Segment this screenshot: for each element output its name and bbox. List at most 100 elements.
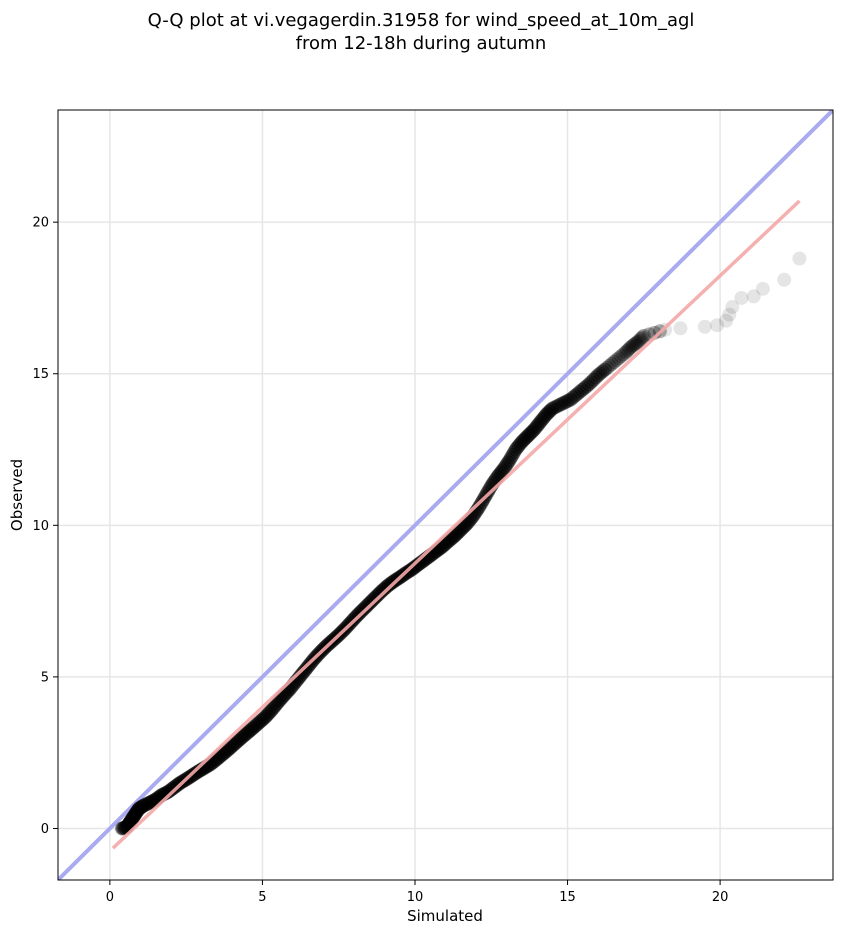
data-point-fill: [253, 713, 268, 728]
data-point: [722, 307, 737, 322]
data-point: [697, 319, 712, 334]
data-point-fill: [626, 338, 641, 353]
data-point-fill: [499, 457, 514, 472]
data-point-fill: [525, 424, 540, 439]
data-point: [755, 281, 770, 296]
data-point-fill: [530, 419, 545, 434]
data-point-fill: [141, 796, 156, 811]
data-point-fill: [261, 706, 276, 721]
data-point-fill: [517, 431, 532, 446]
x-tick-label-1: 5: [258, 890, 266, 905]
data-point: [533, 415, 548, 430]
data-point-fill: [357, 601, 372, 616]
data-point-fill: [494, 464, 509, 479]
data-point: [710, 318, 725, 333]
y-tick-label-3: 15: [32, 367, 49, 382]
grid: [58, 110, 833, 880]
data-point: [618, 345, 633, 360]
data-point-fill: [243, 723, 258, 738]
data-point-fill: [256, 711, 271, 726]
data-point-fill: [481, 484, 496, 499]
data-point: [142, 795, 157, 810]
data-point-fill: [450, 525, 465, 540]
data-point-fill: [584, 375, 599, 390]
data-point-fill: [117, 820, 132, 835]
data-point: [221, 742, 236, 757]
data-point-fill: [443, 532, 458, 547]
data-point-fill: [542, 404, 557, 419]
data-point: [191, 764, 206, 779]
data-point-fill: [595, 364, 610, 379]
data-point-fill: [220, 743, 235, 758]
data-point-fill: [237, 728, 252, 743]
data-point: [295, 666, 310, 681]
data-point: [131, 801, 146, 816]
data-point-fill: [577, 381, 592, 396]
data-point-fill: [449, 527, 464, 542]
data-point: [240, 725, 255, 740]
data-point-fill: [528, 420, 543, 435]
data-point-fill: [241, 724, 256, 739]
data-point: [252, 715, 267, 730]
data-point-fill: [145, 794, 160, 809]
data-point-fill: [377, 581, 392, 596]
data-point-fill: [633, 331, 648, 346]
data-point-fill: [121, 816, 136, 831]
data-point-fill: [620, 344, 635, 359]
data-point: [472, 500, 487, 515]
data-point-fill: [456, 519, 471, 534]
data-point: [447, 528, 462, 543]
data-point-fill: [124, 813, 139, 828]
data-point: [160, 785, 175, 800]
data-point-fill: [552, 398, 567, 413]
data-point-fill: [458, 518, 473, 533]
data-point: [227, 736, 242, 751]
data-point-fill: [298, 663, 313, 678]
data-point-fill: [536, 411, 551, 426]
data-point: [746, 289, 761, 304]
data-point-fill: [372, 585, 387, 600]
y-axis-ticks: 0 5 10 15 20: [32, 216, 58, 837]
data-point-fill: [266, 701, 281, 716]
data-point-fill: [139, 797, 154, 812]
data-point-fill: [273, 692, 288, 707]
data-point-fill: [547, 400, 562, 415]
data-point-fill: [263, 704, 278, 719]
identity-line: [58, 110, 833, 880]
data-point-fill: [510, 440, 525, 455]
data-point-fill: [565, 390, 580, 405]
x-tick-label-0: 0: [106, 890, 114, 905]
data-point-fill: [365, 593, 380, 608]
data-point-fill: [602, 358, 617, 373]
data-point: [526, 422, 541, 437]
data-point-fill: [354, 604, 369, 619]
data-point-fill: [559, 394, 574, 409]
data-point-fill: [452, 524, 467, 539]
data-point-fill: [505, 447, 520, 462]
data-point-fill: [379, 580, 394, 595]
data-point: [404, 562, 419, 577]
data-point-fill: [162, 783, 177, 798]
data-point-fill: [192, 763, 207, 778]
data-point-fill: [383, 576, 398, 591]
data-point: [356, 602, 371, 617]
data-point-fill: [189, 765, 204, 780]
data-point: [125, 810, 140, 825]
data-point-fill: [250, 716, 265, 731]
x-tick-label-4: 20: [712, 890, 729, 905]
data-point-fill: [229, 735, 244, 750]
data-point-fill: [522, 427, 537, 442]
data-point: [600, 360, 615, 375]
data-point-fill: [629, 336, 644, 351]
data-point: [777, 272, 792, 287]
data-point-fill: [134, 800, 149, 815]
data-point: [441, 534, 456, 549]
data-point: [514, 434, 529, 449]
data-point-fill: [513, 436, 528, 451]
data-point-fill: [235, 729, 250, 744]
data-point-fill: [440, 535, 455, 550]
data-point-fill: [616, 347, 631, 362]
x-axis-ticks: 0 5 10 15 20: [106, 880, 729, 905]
data-point-fill: [231, 733, 246, 748]
data-point: [520, 428, 535, 443]
